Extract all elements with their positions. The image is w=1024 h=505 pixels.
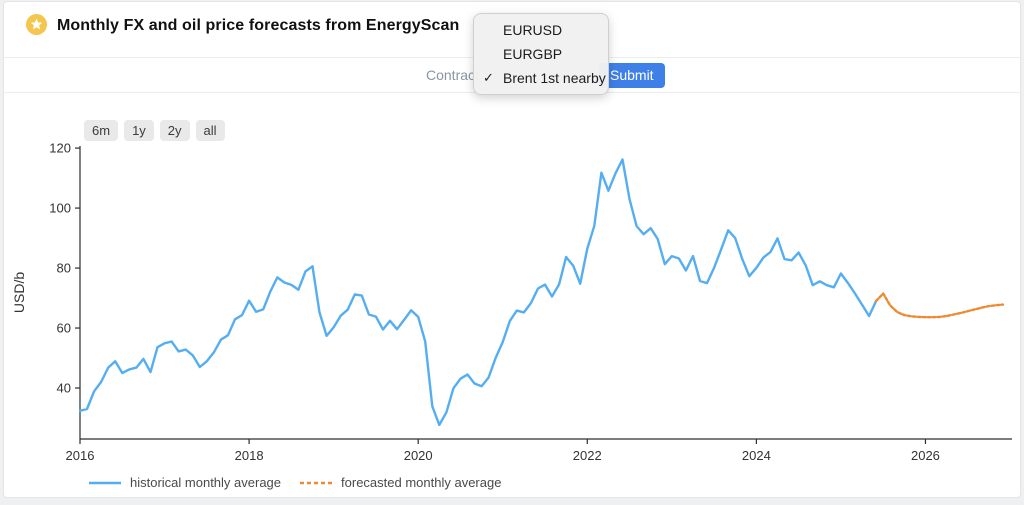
legend-item-historical[interactable]: historical monthly average [88, 475, 281, 490]
app-card: Monthly FX and oil price forecasts from … [3, 1, 1021, 498]
contract-dropdown-menu: EURUSD EURGBP ✓ Brent 1st nearby [473, 13, 609, 95]
y-tick-label: 100 [49, 201, 71, 216]
x-tick-label: 2024 [742, 448, 771, 463]
series-forecasted [876, 294, 1003, 318]
range-buttons: 6m 1y 2y all [84, 120, 225, 141]
chart-legend: historical monthly average forecasted mon… [88, 475, 501, 490]
range-button-6m[interactable]: 6m [84, 120, 118, 141]
dropdown-item-label: EURUSD [503, 22, 562, 38]
legend-label: historical monthly average [130, 475, 281, 490]
dropdown-item-label: Brent 1st nearby [503, 70, 606, 86]
legend-label: forecasted monthly average [341, 475, 501, 490]
dropdown-item-eurusd[interactable]: EURUSD [474, 18, 608, 42]
dropdown-item-brent-1st-nearby[interactable]: ✓ Brent 1st nearby [474, 66, 608, 90]
y-tick-label: 80 [57, 261, 71, 276]
legend-swatch [88, 480, 122, 486]
price-chart: 40 60 80 100 120 2016 2018 2020 2022 2024 2026 USD/… [4, 93, 1022, 500]
dropdown-item-label: EURGBP [503, 46, 562, 62]
range-button-2y[interactable]: 2y [160, 120, 190, 141]
star-icon [26, 14, 47, 35]
y-tick-label: 60 [57, 321, 71, 336]
legend-swatch [299, 480, 333, 486]
check-icon: ✓ [483, 66, 494, 90]
y-axis-title: USD/b [11, 272, 27, 313]
x-tick-label: 2016 [66, 448, 95, 463]
range-button-1y[interactable]: 1y [124, 120, 154, 141]
y-tick-label: 120 [49, 141, 71, 156]
y-tick-label: 40 [57, 381, 71, 396]
series-historical [80, 160, 876, 425]
contract-label: Contract [426, 67, 479, 83]
x-tick-label: 2020 [404, 448, 433, 463]
x-tick-label: 2018 [235, 448, 264, 463]
legend-item-forecasted[interactable]: forecasted monthly average [299, 475, 501, 490]
x-tick-label: 2022 [573, 448, 602, 463]
page-title: Monthly FX and oil price forecasts from … [57, 17, 459, 35]
chart-region: 6m 1y 2y all 40 60 80 100 120 2016 2018 2020 2022 20… [4, 93, 1020, 497]
x-tick-label: 2026 [911, 448, 940, 463]
dropdown-item-eurgbp[interactable]: EURGBP [474, 42, 608, 66]
range-button-all[interactable]: all [196, 120, 225, 141]
